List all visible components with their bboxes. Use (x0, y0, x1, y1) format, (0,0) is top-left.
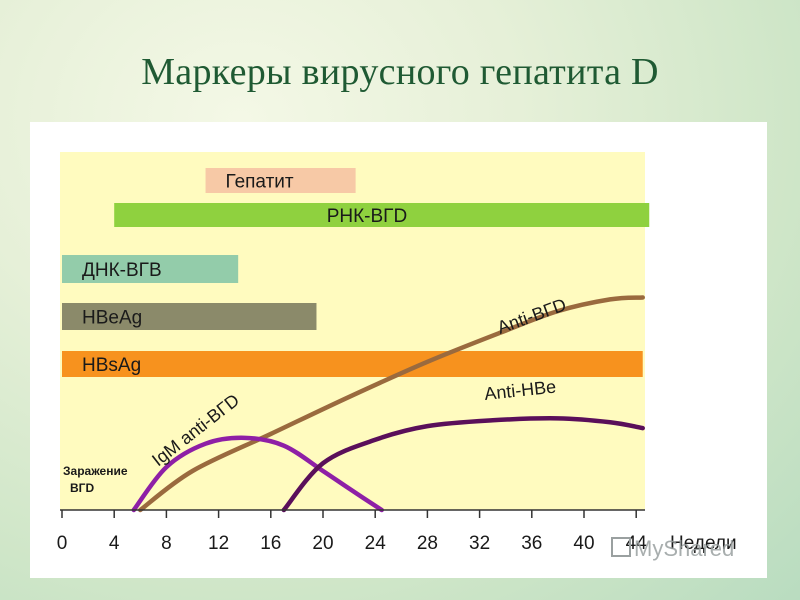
marker-bars: Гепатит РНК-ВГD ДНК-ВГВ HBeAg HBsAg (62, 168, 650, 377)
watermark-text: MyShared (634, 536, 734, 561)
x-tick-label-11: 44 (626, 533, 648, 554)
x-axis-ticks: 0 4 8 12 16 20 24 28 32 36 40 44 (57, 510, 647, 554)
marker-bar-0 (205, 168, 356, 193)
marker-bar-label-4: HBsAg (82, 355, 141, 376)
slide-title: Маркеры вирусного гепатита D (141, 51, 659, 93)
marker-bar-label-3: HBeAg (82, 308, 142, 329)
x-tick-label-4: 16 (260, 533, 281, 554)
marker-bar-1 (114, 203, 650, 227)
x-tick-label-2: 8 (161, 533, 172, 554)
watermark-logo-icon (611, 537, 631, 557)
x-axis-unit-label: Недели (670, 533, 737, 554)
marker-bar-label-0: Гепатит (226, 172, 294, 193)
x-tick-label-1: 4 (109, 533, 120, 554)
marker-bar-3 (62, 303, 317, 330)
chart-panel: Гепатит РНК-ВГD ДНК-ВГВ HBeAg HBsAg IgM anti… (30, 122, 767, 578)
x-tick-label-3: 12 (208, 533, 229, 554)
curve-0 (131, 435, 384, 513)
marker-bar-2 (62, 255, 239, 283)
x-tick-label-0: 0 (57, 533, 68, 554)
marker-bar-label-1: РНК-ВГD (327, 206, 407, 227)
infection-label-line1: Заражение (63, 464, 128, 478)
x-tick-label-7: 28 (417, 533, 438, 554)
x-tick-label-5: 20 (312, 533, 333, 554)
infection-label-line2: ВГD (70, 481, 94, 495)
watermark: MyShared (611, 536, 734, 561)
x-tick-label-8: 32 (469, 533, 490, 554)
curve-2 (281, 416, 645, 513)
x-tick-label-6: 24 (365, 533, 387, 554)
x-tick-label-9: 36 (521, 533, 542, 554)
x-tick-label-10: 40 (573, 533, 594, 554)
curve-1 (138, 295, 645, 513)
marker-bar-4 (62, 351, 643, 377)
marker-bar-label-2: ДНК-ВГВ (82, 260, 162, 281)
